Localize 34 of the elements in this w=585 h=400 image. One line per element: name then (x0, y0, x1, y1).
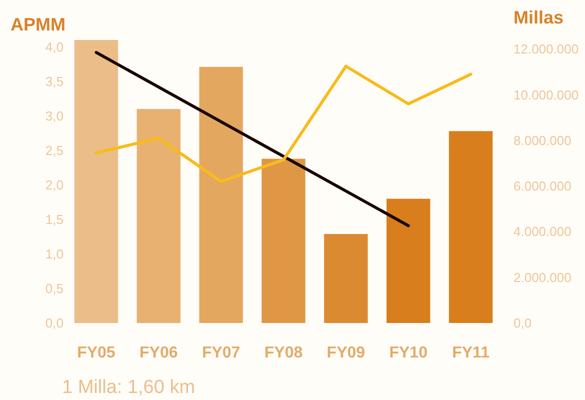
bar (136, 109, 180, 323)
text: 1 Milla: 1,60 km (62, 377, 196, 398)
x-tick-label: FY07 (202, 344, 240, 362)
y2-tick-label: 2.000.000 (514, 270, 572, 285)
bar (386, 198, 430, 323)
y2-tick-label: 8.000.000 (514, 132, 572, 148)
y-tick-label: 2,0 (45, 177, 64, 192)
y2-tick-label: 0,0 (514, 316, 532, 330)
bar (262, 158, 306, 323)
y-tick-label: 0,0 (45, 316, 64, 330)
bar (448, 131, 493, 323)
y-axis-title: APMM (10, 14, 66, 34)
y2-tick-label: 12.000.000 (514, 42, 579, 57)
bar (324, 234, 368, 323)
line-series (94, 64, 472, 183)
x-tick-label: FY10 (389, 344, 428, 362)
y-tick-label: 2,5 (45, 142, 64, 158)
x-tick-label: FY06 (140, 344, 178, 362)
y2-tick-label: 6.000.000 (514, 178, 572, 194)
y-tick-label: 1,5 (45, 212, 64, 227)
y-tick-label: 1,0 (45, 246, 64, 262)
x-tick-label: FY08 (264, 344, 303, 362)
bar (199, 66, 243, 323)
x-tick-label: FY09 (326, 344, 366, 362)
y-tick-label: 3,5 (45, 74, 64, 89)
bar (74, 40, 118, 323)
y2-tick-label: 4.000.000 (514, 224, 572, 240)
x-tick-label: FY05 (77, 344, 116, 362)
y-tick-label: 3,0 (45, 108, 64, 124)
y-tick-label: 4,0 (45, 39, 64, 54)
y2-tick-label: 10.000.000 (514, 87, 579, 102)
y2-axis-title: Millas (514, 8, 564, 28)
x-tick-label: FY11 (452, 344, 490, 362)
y-tick-label: 0,5 (45, 280, 64, 296)
